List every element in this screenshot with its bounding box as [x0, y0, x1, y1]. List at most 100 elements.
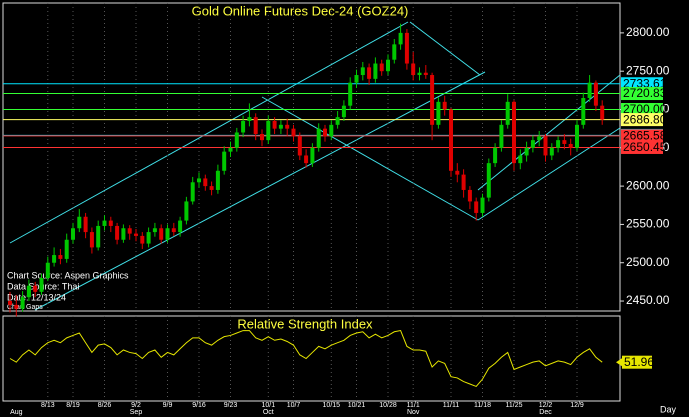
candle-body	[89, 232, 94, 248]
candle-body	[430, 75, 435, 125]
candle-body	[64, 239, 69, 259]
x-tick-label: 11/11	[443, 402, 460, 409]
candle-body	[455, 170, 460, 175]
candle-body	[222, 151, 227, 171]
candle-body	[423, 72, 428, 76]
candle-body	[203, 178, 208, 187]
candle-body	[71, 228, 75, 240]
x-tick-label: 9/23	[224, 402, 238, 409]
candle-body	[379, 63, 384, 72]
level-label: 2686.80	[623, 112, 667, 126]
note: Chart Gaps	[7, 304, 43, 311]
candle-body	[549, 147, 554, 156]
rsi-line	[9, 330, 603, 388]
candle-body	[348, 82, 353, 106]
candle-body	[209, 186, 214, 190]
level-box	[621, 129, 663, 143]
candle-body	[197, 178, 201, 183]
candle-body	[367, 67, 372, 79]
trend-line	[261, 96, 479, 221]
candle-body	[140, 235, 145, 244]
candle-body	[52, 255, 57, 263]
candle-body	[436, 101, 441, 125]
candle-body	[354, 75, 359, 83]
candle-body	[493, 147, 498, 164]
month-label: Aug	[10, 409, 23, 416]
candle-body	[108, 220, 113, 226]
candle-body	[411, 63, 416, 76]
candle-body	[335, 117, 340, 125]
candle-body	[360, 67, 365, 76]
level-box	[621, 102, 663, 116]
candle-body	[480, 197, 485, 213]
candle-body	[134, 233, 138, 236]
candle-body	[467, 189, 472, 202]
month-label: Dec	[539, 409, 552, 416]
candle-body	[165, 228, 170, 240]
candle-body	[499, 124, 504, 148]
candle-body	[77, 216, 82, 229]
x-tick-label: 10/15	[323, 402, 341, 409]
candle-body	[33, 285, 38, 292]
y-tick-label: 2450.00	[626, 293, 670, 307]
candle-body	[253, 117, 258, 135]
candle-body	[121, 228, 126, 240]
rsi-last-label: 51.96	[624, 355, 654, 369]
candle-body	[39, 278, 44, 292]
candle-body	[278, 124, 283, 129]
candle-body	[373, 63, 378, 79]
level-box	[621, 113, 663, 127]
price-panel	[2, 2, 621, 312]
trend-line	[409, 21, 481, 76]
note: Date: 12/13/24	[7, 292, 66, 302]
candle-body	[417, 72, 422, 76]
x-tick-label: 10/7	[287, 402, 301, 409]
level-label: 2665.58	[623, 129, 667, 143]
candle-body	[171, 228, 176, 233]
candle-body	[530, 140, 535, 148]
candle-body	[96, 225, 101, 248]
candle-body	[247, 117, 252, 121]
candle-body	[260, 134, 264, 141]
candle-body	[146, 232, 151, 244]
x-tick-label: 8/19	[66, 402, 80, 409]
x-tick-label: 11/1	[407, 402, 420, 409]
y-tick-label: 2750.00	[626, 63, 670, 77]
candle-body	[272, 120, 277, 129]
candle-body	[505, 101, 510, 125]
candle-body	[20, 297, 25, 309]
rsi-title: Relative Strength Index	[237, 316, 373, 331]
month-label: Nov	[407, 409, 420, 416]
month-label: Sep	[130, 409, 143, 416]
candle-body	[215, 170, 220, 190]
x-tick-label: 12/9	[570, 402, 584, 409]
candle-body	[575, 124, 579, 148]
level-label: 2650.45	[623, 140, 667, 154]
candle-body	[115, 225, 120, 240]
candle-body	[285, 124, 290, 129]
candle-body	[58, 255, 63, 259]
candle-body	[386, 59, 390, 72]
candle-body	[45, 262, 50, 279]
candle-body	[392, 44, 397, 60]
candle-body	[102, 220, 107, 226]
trend-line	[9, 21, 409, 244]
candle-body	[486, 163, 491, 198]
level-label: 2733.61	[623, 76, 667, 90]
candle-body	[304, 155, 309, 164]
candle-body	[190, 182, 195, 202]
y-tick-label: 2800.00	[626, 25, 670, 39]
candle-body	[178, 220, 183, 233]
candle-body	[329, 124, 334, 137]
x-tick-label: 11/18	[474, 402, 491, 409]
candle-body	[152, 228, 157, 233]
candle-body	[8, 301, 12, 305]
candle-body	[442, 101, 447, 110]
candle-body	[159, 228, 164, 240]
rsi-panel	[2, 315, 621, 402]
x-tick-label: 9/16	[192, 402, 206, 409]
x-tick-label: 10/28	[379, 402, 397, 409]
x-tick-label: 11/25	[506, 402, 523, 409]
candle-body	[14, 304, 19, 309]
